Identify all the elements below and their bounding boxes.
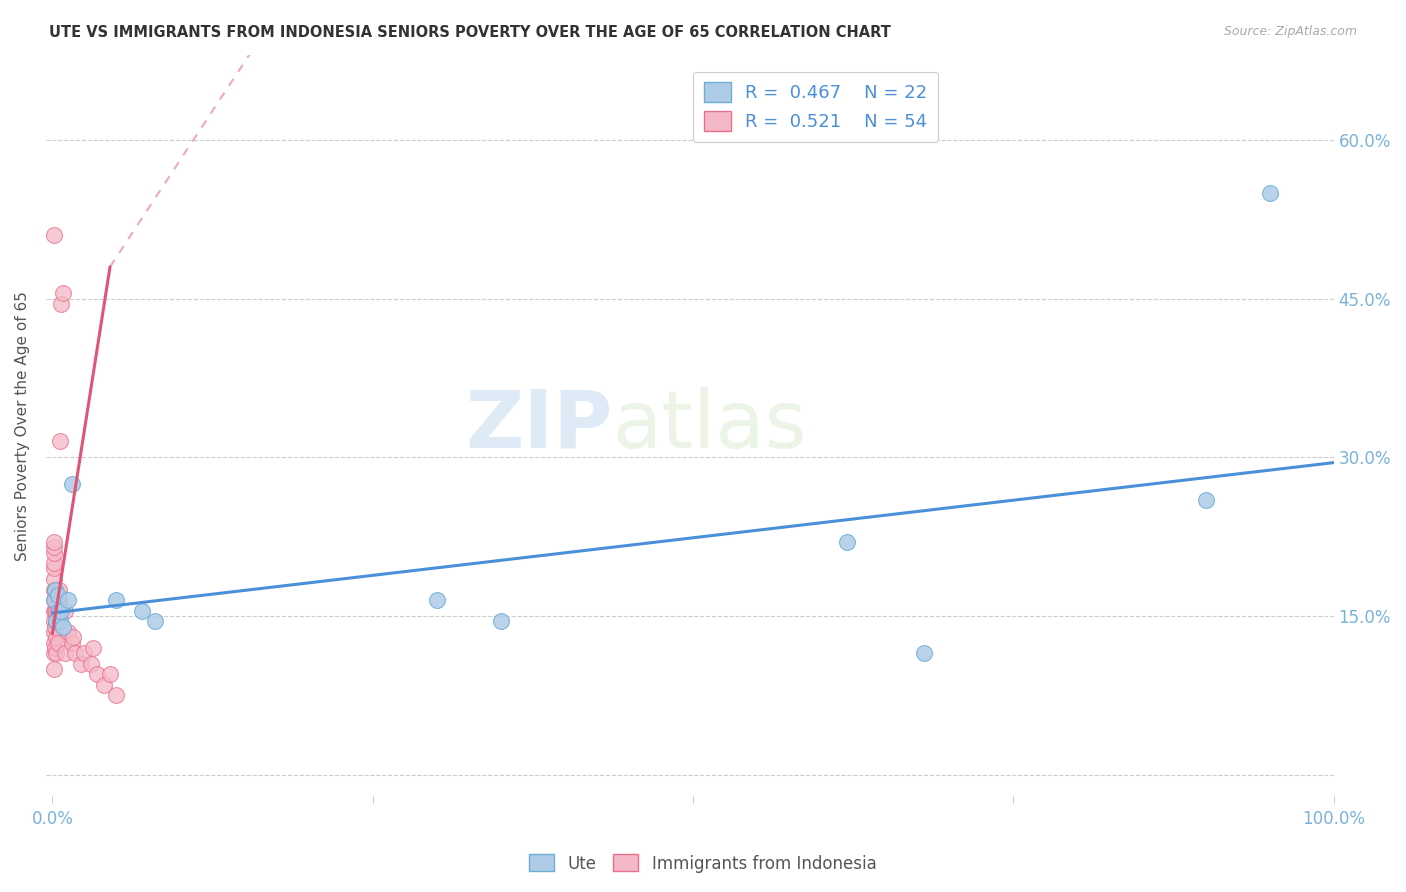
Point (42, 561, 65, 575)
Point (51, 604, 73, 618)
Point (45, 646, 67, 660)
Point (42, 535, 65, 549)
Point (42, 625, 65, 640)
Point (105, 689, 128, 703)
Point (45, 604, 67, 618)
Point (60, 476, 83, 491)
Point (45, 615, 67, 629)
Point (912, 646, 935, 660)
Point (44, 593, 66, 607)
Point (42, 541, 65, 555)
Text: ZIP: ZIP (465, 386, 613, 465)
Point (42, 582, 65, 597)
Point (44, 640, 66, 655)
Point (1194, 492, 1216, 507)
Point (42, 593, 65, 607)
Point (51, 297, 73, 311)
Point (46, 588, 69, 602)
Point (56, 593, 79, 607)
Point (48, 582, 70, 597)
Point (46, 635, 69, 649)
Point (42, 646, 65, 660)
Point (131, 604, 153, 618)
Point (49, 434, 72, 449)
Point (42, 662, 65, 676)
Text: atlas: atlas (613, 386, 807, 465)
Point (53, 646, 76, 660)
Point (80, 657, 103, 671)
Point (1258, 186, 1281, 200)
Point (60, 635, 83, 649)
Point (69, 657, 91, 671)
Point (42, 228, 65, 243)
Point (835, 535, 858, 549)
Point (45, 630, 67, 644)
Y-axis label: Seniors Poverty Over the Age of 65: Seniors Poverty Over the Age of 65 (15, 291, 30, 560)
Point (86, 667, 108, 681)
Point (56, 625, 79, 640)
Point (42, 546, 65, 560)
Point (53, 604, 76, 618)
Point (44, 620, 66, 634)
Point (48, 604, 70, 618)
Point (52, 620, 75, 634)
Point (44, 604, 66, 618)
Point (143, 615, 166, 629)
Point (46, 593, 69, 607)
Point (42, 593, 65, 607)
Point (42, 572, 65, 586)
Point (45, 615, 67, 629)
Point (44, 582, 66, 597)
Point (48, 593, 70, 607)
Point (62, 630, 84, 644)
Point (42, 635, 65, 649)
Point (73, 646, 96, 660)
Point (52, 286, 75, 301)
Point (426, 593, 449, 607)
Point (82, 640, 104, 655)
Point (46, 604, 69, 618)
Point (489, 615, 512, 629)
Point (65, 646, 87, 660)
Point (93, 678, 115, 692)
Point (42, 604, 65, 618)
Text: Source: ZipAtlas.com: Source: ZipAtlas.com (1223, 25, 1357, 38)
Point (49, 615, 72, 629)
Legend: Ute, Immigrants from Indonesia: Ute, Immigrants from Indonesia (523, 847, 883, 880)
Point (44, 582, 66, 597)
Text: UTE VS IMMIGRANTS FROM INDONESIA SENIORS POVERTY OVER THE AGE OF 65 CORRELATION : UTE VS IMMIGRANTS FROM INDONESIA SENIORS… (49, 25, 891, 40)
Point (98, 667, 121, 681)
Point (105, 593, 128, 607)
Point (42, 615, 65, 629)
Point (42, 556, 65, 570)
Legend: R =  0.467    N = 22, R =  0.521    N = 54: R = 0.467 N = 22, R = 0.521 N = 54 (693, 71, 938, 142)
